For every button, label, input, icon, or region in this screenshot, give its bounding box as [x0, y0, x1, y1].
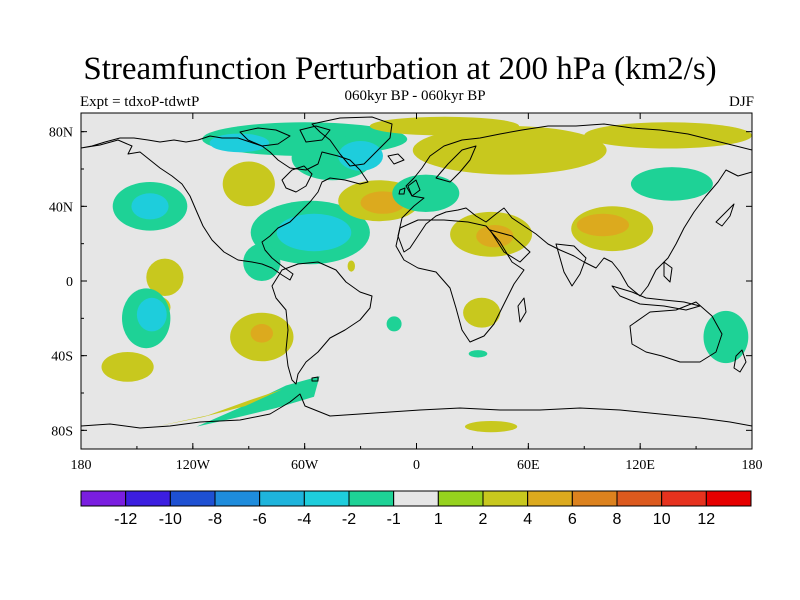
season-label: DJF — [728, 94, 754, 110]
colorbar-swatch — [348, 490, 395, 507]
anomaly-region — [209, 133, 270, 153]
coastline-japan — [715, 203, 735, 227]
colorbar-label: -8 — [208, 511, 222, 528]
colorbar-label: -4 — [297, 511, 311, 528]
colorbar-swatch — [527, 490, 573, 507]
colorbar: -12 -10 -8 -6 -4 -2 -1 1 2 4 6 8 10 12 — [80, 490, 752, 528]
colorbar-swatch — [482, 490, 529, 507]
colorbar-label: 6 — [568, 511, 577, 528]
coastline-british-isles — [398, 179, 421, 197]
colorbar-swatch — [661, 490, 707, 507]
coastline-scandinavia — [435, 145, 477, 183]
colorbar-label: 4 — [523, 511, 532, 528]
coastline-arctic-islands — [239, 125, 331, 147]
colorbar-label: -10 — [159, 511, 182, 528]
anomaly-region — [136, 297, 167, 332]
colorbar-swatch — [125, 490, 171, 507]
anomaly-region — [386, 316, 402, 332]
colorbar-label: 12 — [697, 511, 715, 528]
anomaly-region — [584, 122, 752, 149]
anomaly-region — [576, 213, 630, 237]
anomaly-region — [338, 141, 383, 171]
coastline-africa — [395, 219, 525, 343]
colorbar-swatch — [393, 490, 439, 507]
x-tick-label: 120E — [625, 458, 655, 473]
y-tick-label: 0 — [66, 275, 73, 290]
coastlines — [81, 116, 752, 429]
experiment-label: Expt = tdxoP-tdwtP — [80, 94, 200, 110]
anomaly-region — [276, 213, 352, 252]
colorbar-swatch — [80, 490, 127, 507]
anomaly-region — [369, 116, 520, 136]
map-axes: 180 120W 60W 0 60E 120E 180 80N 40N 0 40S 80S — [49, 113, 763, 473]
y-tick-label: 40N — [49, 200, 73, 215]
colorbar-swatch — [616, 490, 663, 507]
anomaly-region — [250, 324, 273, 343]
colorbar-label: 10 — [653, 511, 671, 528]
chart-subtitle: 060kyr BP - 060kyr BP — [344, 88, 486, 104]
coastline-india — [555, 243, 587, 287]
colorbar-label: -2 — [342, 511, 356, 528]
anomaly-region — [347, 260, 355, 272]
x-tick-label: 120W — [176, 458, 211, 473]
colorbar-swatch — [214, 490, 261, 507]
anomaly-region — [101, 352, 154, 382]
map-plot-area — [81, 113, 752, 449]
colorbar-label: 8 — [613, 511, 622, 528]
colorbar-swatch — [169, 490, 216, 507]
anomaly-region — [146, 258, 184, 296]
anomaly-region — [463, 297, 501, 328]
colorbar-label: -12 — [114, 511, 137, 528]
colorbar-label: 1 — [434, 511, 443, 528]
colorbar-swatch — [259, 490, 305, 507]
coastline-eurasia — [397, 123, 752, 297]
colorbar-label: 2 — [479, 511, 488, 528]
anomaly-region — [412, 126, 607, 175]
x-tick-label: 180 — [742, 458, 763, 473]
x-tick-label: 60E — [517, 458, 540, 473]
y-tick-label: 40S — [51, 350, 73, 365]
anomaly-region — [243, 243, 281, 281]
coastline-australia — [629, 301, 723, 363]
anomaly-region — [131, 193, 169, 220]
coastline-north-america — [81, 135, 369, 281]
anomaly-band — [196, 376, 320, 427]
colorbar-label: -1 — [387, 511, 401, 528]
colorbar-label: -6 — [253, 511, 267, 528]
coastline-greenland — [311, 116, 393, 167]
colorbar-swatch — [303, 490, 350, 507]
chart-title: Streamfunction Perturbation at 200 hPa (… — [83, 51, 717, 87]
anomaly-region — [703, 310, 749, 364]
anomaly-region — [222, 161, 275, 207]
colorbar-swatch — [571, 490, 618, 507]
coastline-arabia — [489, 229, 531, 263]
coastline-iceland — [387, 153, 405, 165]
anomaly-region — [468, 350, 488, 358]
x-tick-label: 60W — [291, 458, 319, 473]
colorbar-swatch — [437, 490, 484, 507]
anomaly-region — [465, 421, 518, 433]
anomaly-region — [630, 167, 713, 201]
coastline-new-zealand — [733, 349, 747, 373]
coastline-philippines — [663, 261, 673, 283]
coastline-antarctica — [81, 393, 752, 429]
colorbar-swatch — [705, 490, 752, 507]
coastline-falklands — [311, 376, 319, 382]
x-tick-label: 0 — [413, 458, 420, 473]
coastline-hudson-bay — [281, 165, 313, 193]
y-tick-label: 80S — [51, 424, 73, 439]
anomaly-region — [392, 174, 460, 212]
coastline-madagascar — [517, 297, 527, 323]
y-tick-label: 80N — [49, 126, 73, 141]
coastline-south-america — [271, 261, 373, 385]
x-tick-label: 180 — [71, 458, 92, 473]
